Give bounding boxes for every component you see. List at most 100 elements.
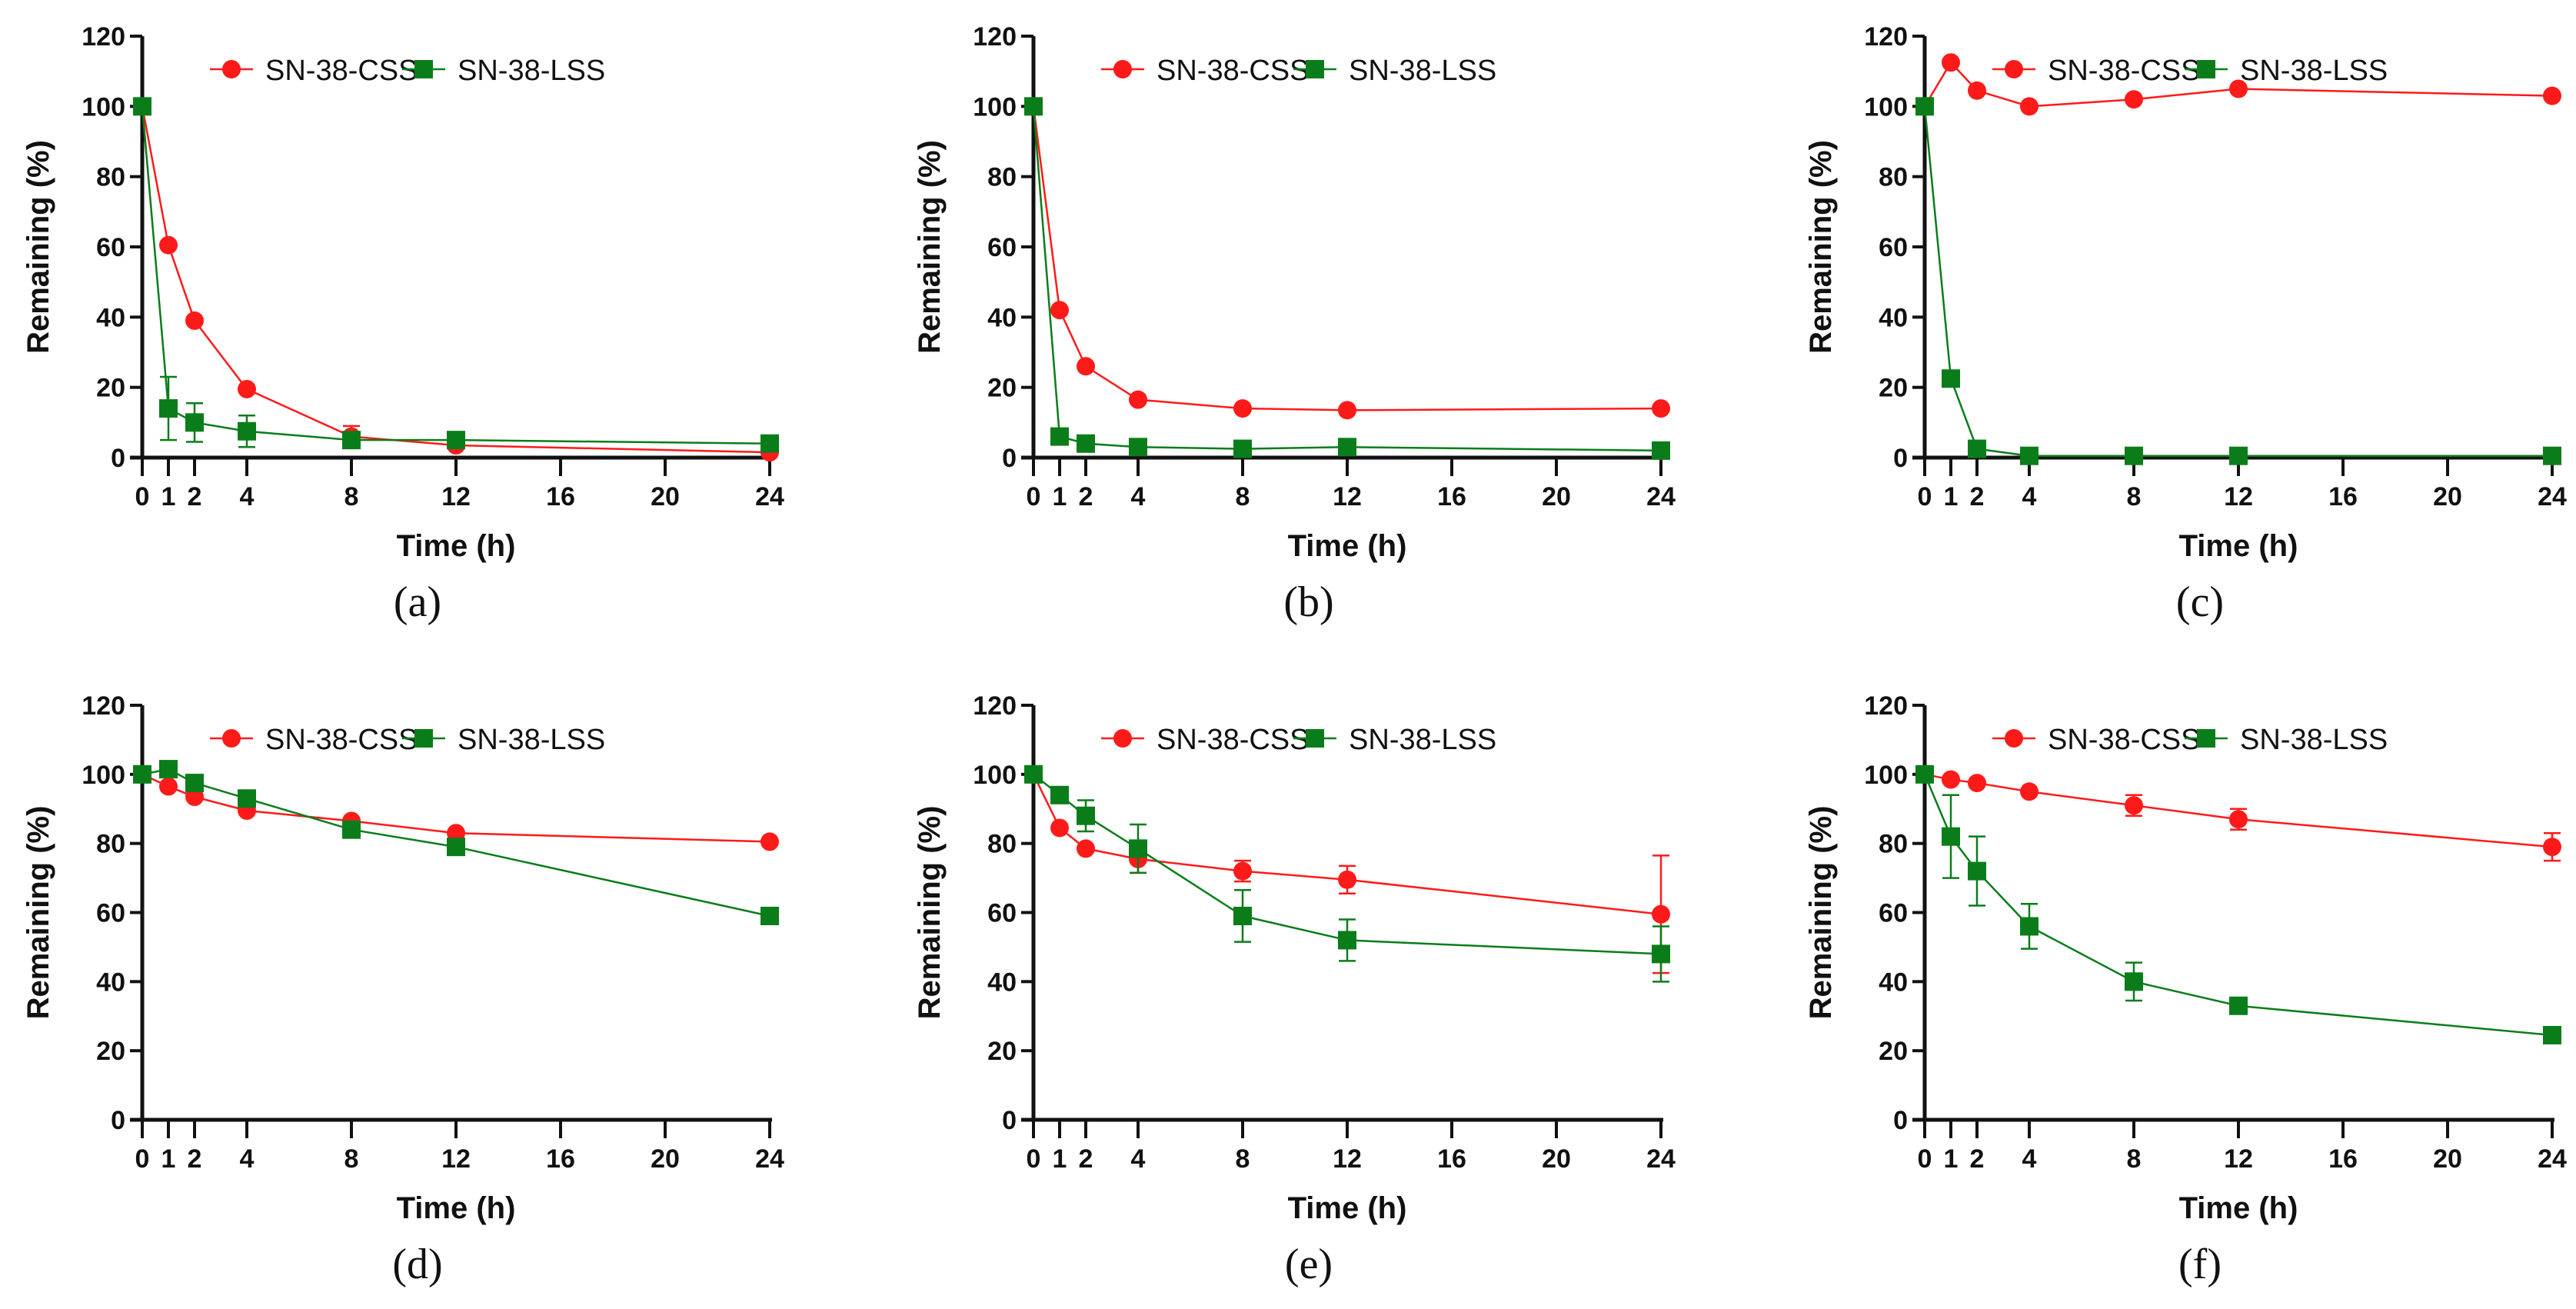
data-point-square <box>1077 434 1095 453</box>
x-tick-label: 20 <box>651 482 680 511</box>
y-tick-label: 60 <box>96 899 125 928</box>
legend-marker-square <box>414 60 433 78</box>
y-tick-label: 60 <box>1879 233 1908 262</box>
data-point-square <box>1338 438 1356 457</box>
x-tick-label: 16 <box>1437 482 1466 511</box>
x-tick-label: 2 <box>1079 482 1093 511</box>
legend-label: SN-38-LSS <box>458 724 605 756</box>
legend-marker-square <box>2197 729 2215 748</box>
x-tick-label: 16 <box>546 1144 575 1174</box>
data-point-square <box>185 413 204 432</box>
x-tick-label: 8 <box>1236 482 1250 511</box>
data-point-circle <box>1129 390 1147 409</box>
data-point-square <box>159 399 178 418</box>
x-tick-label: 2 <box>188 1144 202 1174</box>
data-point-square <box>1024 97 1043 116</box>
legend-marker-square <box>1306 729 1324 748</box>
series-line <box>141 106 770 445</box>
data-point-circle <box>1338 401 1356 420</box>
panel-label: (c) <box>2176 578 2224 626</box>
y-tick-label: 100 <box>82 92 125 122</box>
series-lss: SN-38-LSS <box>1915 55 2561 465</box>
y-tick-label: 80 <box>96 163 125 192</box>
y-tick-label: 20 <box>1879 1037 1908 1066</box>
data-point-square <box>1968 861 1986 881</box>
legend-marker-circle <box>1113 729 1132 748</box>
data-point-circle <box>2020 782 2039 801</box>
legend-marker-circle <box>2005 60 2023 78</box>
x-tick-label: 20 <box>1542 482 1571 511</box>
x-tick-label: 4 <box>240 1144 255 1174</box>
y-tick-label: 100 <box>82 761 125 790</box>
data-point-square <box>2020 917 2039 936</box>
series-lss: SN-38-LSS <box>1024 55 1670 460</box>
y-tick-label: 120 <box>1864 22 1908 52</box>
data-point-circle <box>1338 870 1356 889</box>
y-tick-label: 0 <box>1002 444 1017 473</box>
series-css: SN-38-CSS <box>1024 724 1670 974</box>
data-point-square <box>1129 839 1147 858</box>
data-point-square <box>1050 427 1069 446</box>
x-tick-label: 16 <box>2328 1144 2358 1174</box>
data-point-square <box>1942 827 1960 846</box>
y-tick-label: 40 <box>1879 303 1908 332</box>
y-tick-label: 80 <box>987 163 1017 192</box>
series-line <box>1032 106 1662 452</box>
x-tick-label: 12 <box>441 482 471 511</box>
y-tick-label: 100 <box>973 92 1017 122</box>
legend-label: SN-38-CSS <box>2048 724 2201 756</box>
data-point-square <box>342 431 361 450</box>
data-point-square <box>185 774 204 793</box>
legend-marker-square <box>414 729 433 748</box>
data-point-circle <box>2125 796 2143 815</box>
data-point-circle <box>1233 861 1252 881</box>
x-tick-label: 20 <box>2433 1144 2462 1174</box>
data-point-square <box>760 434 779 453</box>
y-axis-title: Remaining (%) <box>22 806 55 1020</box>
data-point-circle <box>1077 357 1095 376</box>
y-tick-label: 20 <box>1879 374 1908 403</box>
data-point-circle <box>1652 904 1670 924</box>
y-tick-label: 80 <box>987 830 1017 859</box>
data-point-circle <box>1942 770 1960 789</box>
legend-label: SN-38-CSS <box>1157 55 1310 87</box>
series-lss: SN-38-LSS <box>133 724 779 925</box>
y-tick-label: 80 <box>1879 163 1908 192</box>
y-tick-label: 20 <box>96 374 125 403</box>
x-tick-label: 0 <box>1918 1144 1932 1174</box>
data-point-circle <box>2229 79 2248 98</box>
x-tick-label: 4 <box>1131 1144 1146 1174</box>
y-tick-label: 40 <box>987 968 1017 997</box>
x-tick-label: 12 <box>2224 482 2253 511</box>
x-tick-label: 4 <box>2022 1144 2037 1174</box>
x-tick-label: 0 <box>1027 482 1041 511</box>
x-tick-label: 0 <box>1918 482 1932 511</box>
x-tick-label: 1 <box>161 482 176 511</box>
legend-label: SN-38-CSS <box>1157 724 1310 756</box>
legend-label: SN-38-LSS <box>1349 55 1496 87</box>
data-point-square <box>238 421 256 441</box>
legend-marker-square <box>2197 60 2215 78</box>
x-tick-label: 12 <box>1333 1144 1362 1174</box>
x-axis-title: Time (h) <box>1288 529 1407 563</box>
legend-marker-circle <box>222 729 241 748</box>
data-point-circle <box>760 832 779 851</box>
x-tick-label: 8 <box>2127 1144 2142 1174</box>
legend-label: SN-38-LSS <box>2240 724 2388 756</box>
data-point-square <box>447 431 465 450</box>
data-point-square <box>1915 764 1934 784</box>
legend-label: SN-38-CSS <box>2048 55 2201 87</box>
x-tick-label: 20 <box>2433 482 2462 511</box>
x-tick-label: 2 <box>188 482 202 511</box>
legend-marker-circle <box>222 60 241 78</box>
series-lss: SN-38-LSS <box>1024 724 1670 983</box>
y-tick-label: 100 <box>973 761 1017 790</box>
x-tick-label: 20 <box>1542 1144 1571 1174</box>
series-css: SN-38-CSS <box>1024 55 1670 420</box>
y-tick-label: 20 <box>987 1037 1017 1066</box>
x-tick-label: 24 <box>2538 482 2567 511</box>
y-tick-label: 20 <box>96 1037 125 1066</box>
data-point-square <box>1338 931 1356 950</box>
